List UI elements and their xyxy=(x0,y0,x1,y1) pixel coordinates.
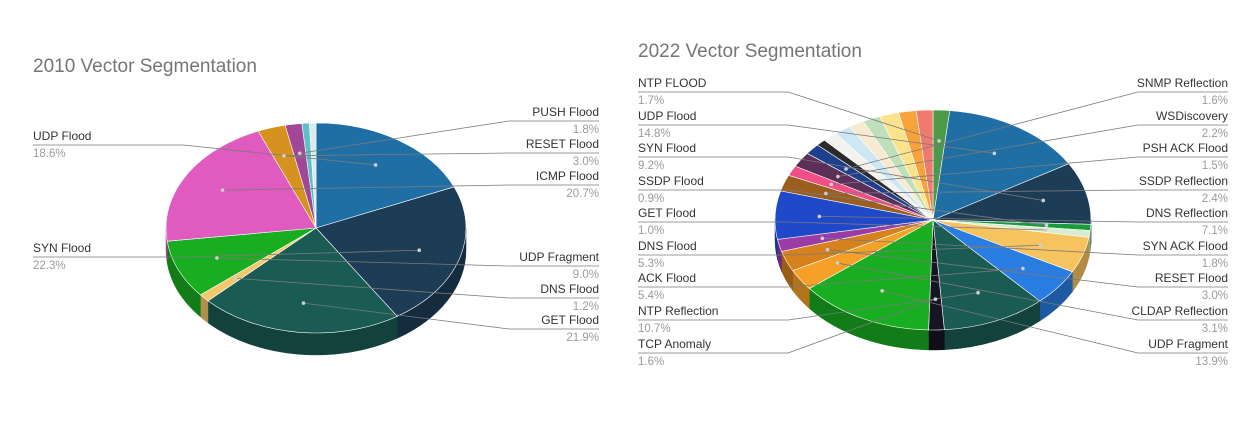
leader-dot xyxy=(976,291,980,295)
leader-dot xyxy=(1045,224,1049,228)
leader-dot xyxy=(993,152,997,156)
slice-label: ICMP Flood xyxy=(536,169,599,183)
slice-label: UDP Flood xyxy=(638,109,696,123)
slice-label: SYN Flood xyxy=(33,241,91,255)
pie-slices xyxy=(166,123,466,333)
leader-dot xyxy=(215,256,219,260)
leader-dot xyxy=(417,248,421,252)
slice-value-label: 7.1% xyxy=(1202,225,1228,237)
slice-value-label: 1.5% xyxy=(1202,160,1228,172)
leader-dot xyxy=(844,167,848,171)
slice-label: DNS Reflection xyxy=(1146,206,1228,220)
leader-dot xyxy=(836,261,840,265)
chart-title: 2022 Vector Segmentation xyxy=(638,41,862,62)
slice-label: SYN ACK Flood xyxy=(1143,239,1228,253)
slice-value-label: 3.1% xyxy=(1202,323,1228,335)
slice-label: DNS Flood xyxy=(540,282,599,296)
slice-label: CLDAP Reflection xyxy=(1132,304,1229,318)
slice-value-label: 9.0% xyxy=(573,269,599,281)
slice-label: ACK Flood xyxy=(638,271,696,285)
slice-value-label: 5.3% xyxy=(638,258,664,270)
slice-label: PUSH Flood xyxy=(532,105,599,119)
leader-dot xyxy=(821,237,825,241)
slice-value-label: 21.9% xyxy=(566,332,599,344)
slice-value-label: 18.6% xyxy=(33,148,66,160)
slice-value-label: 10.7% xyxy=(638,323,671,335)
leader-dot xyxy=(234,277,238,281)
slice-value-label: 1.6% xyxy=(638,356,664,368)
leader-dot xyxy=(1044,228,1048,232)
slice-label: GET Flood xyxy=(638,206,696,220)
pie-side-tcp-anomaly xyxy=(929,330,945,350)
slice-label: UDP Flood xyxy=(33,129,91,143)
slice-value-label: 1.7% xyxy=(638,95,664,107)
slice-label: DNS Flood xyxy=(638,239,697,253)
slice-label: RESET Flood xyxy=(526,137,599,151)
leader-dot xyxy=(298,151,302,155)
slice-label: TCP Anomaly xyxy=(638,337,711,351)
slice-value-label: 0.9% xyxy=(638,193,664,205)
chart-title: 2010 Vector Segmentation xyxy=(33,56,257,77)
leader-dot xyxy=(302,301,306,305)
slice-value-label: 13.9% xyxy=(1195,356,1228,368)
slice-value-label: 1.6% xyxy=(1202,95,1228,107)
slice-value-label: 2.2% xyxy=(1202,128,1228,140)
leader-dot xyxy=(836,175,840,179)
pie-chart-1: 2010 Vector Segmentation UDP Flood 18.6% SY… xyxy=(33,56,600,355)
slice-label: GET Flood xyxy=(541,313,599,327)
slice-value-label: 5.4% xyxy=(638,290,664,302)
slice-label: NTP FLOOD xyxy=(638,76,707,90)
slice-label: PSH ACK Flood xyxy=(1143,141,1228,155)
slice-value-label: 1.0% xyxy=(638,225,664,237)
slice-label: SSDP Reflection xyxy=(1139,174,1228,188)
slice-label: SNMP Reflection xyxy=(1137,76,1228,90)
slice-label: UDP Fragment xyxy=(1148,337,1228,351)
slice-value-label: 14.8% xyxy=(638,128,671,140)
slice-label: SSDP Flood xyxy=(638,174,704,188)
pie-chart-2: 2022 Vector Segmentation NTP FLOOD 1.7% UDP… xyxy=(638,41,1229,368)
slice-value-label: 22.3% xyxy=(33,260,66,272)
slice-value-label: 3.0% xyxy=(573,156,599,168)
slice-value-label: 1.8% xyxy=(573,124,599,136)
leader-dot xyxy=(824,192,828,196)
leader-dot xyxy=(937,139,941,143)
slice-value-label: 2.4% xyxy=(1202,193,1228,205)
slice-label: RESET Flood xyxy=(1155,271,1228,285)
slice-label: NTP Reflection xyxy=(638,304,718,318)
leader-dot xyxy=(221,188,225,192)
leader-dot xyxy=(830,183,834,187)
slice-value-label: 1.2% xyxy=(573,301,599,313)
slice-value-label: 1.8% xyxy=(1202,258,1228,270)
leader-dot xyxy=(880,289,884,293)
leader-dot xyxy=(1039,243,1043,247)
slice-value-label: 9.2% xyxy=(638,160,664,172)
leader-dot xyxy=(826,248,830,252)
leader-dot xyxy=(1021,267,1025,271)
leader-dot xyxy=(282,154,286,158)
slice-value-label: 3.0% xyxy=(1202,290,1228,302)
leader-dot xyxy=(1041,199,1045,203)
leader-dot xyxy=(818,215,822,219)
slice-value-label: 20.7% xyxy=(566,188,599,200)
slice-label: UDP Fragment xyxy=(519,250,599,264)
leader-dot xyxy=(934,297,938,301)
leader-dot xyxy=(374,163,378,167)
slice-label: WSDiscovery xyxy=(1156,109,1228,123)
slice-label: SYN Flood xyxy=(638,141,696,155)
